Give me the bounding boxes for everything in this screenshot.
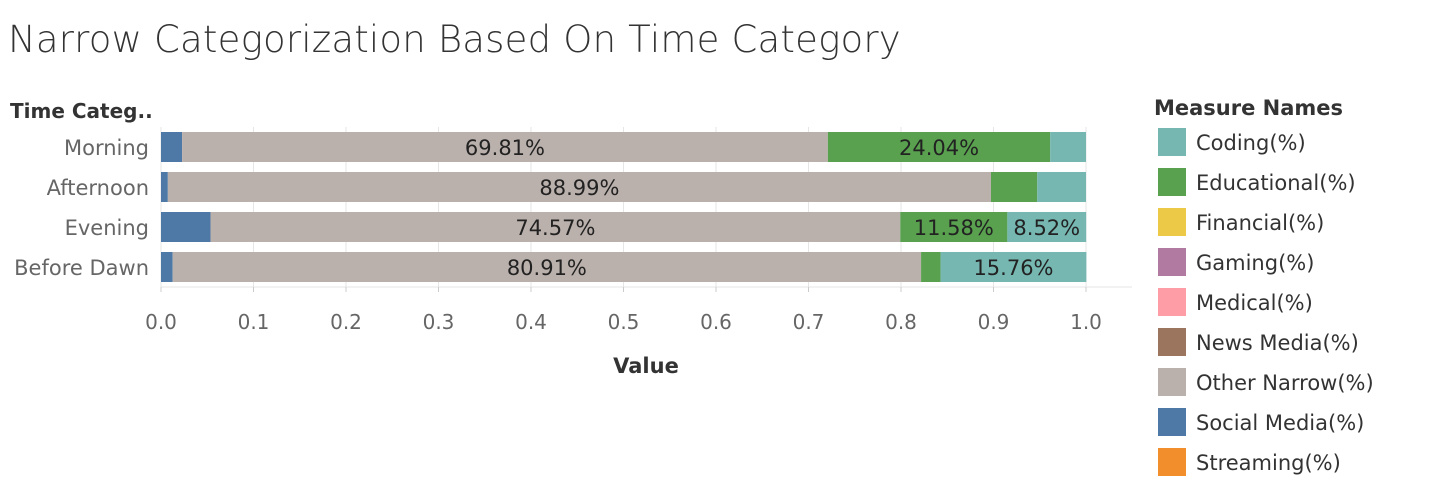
bar-segment xyxy=(167,172,992,202)
legend: Measure Names Coding(%) Educational(%) Fin… xyxy=(1154,96,1374,476)
category-label: Evening xyxy=(65,216,149,240)
data-label: 88.99% xyxy=(539,176,619,200)
x-tick-label: 0.9 xyxy=(978,310,1010,334)
bars: 69.81% 24.04% 88.99% 74.57% 11.58% 8.52% 80.91… xyxy=(161,132,1087,282)
legend-label: Streaming(%) xyxy=(1196,451,1341,475)
bar-segment xyxy=(921,252,941,282)
bar-segment xyxy=(161,172,168,202)
data-label: 24.04% xyxy=(899,136,979,160)
legend-swatch xyxy=(1158,208,1186,236)
x-tick-label: 0.0 xyxy=(145,310,177,334)
legend-swatch xyxy=(1158,328,1186,356)
data-label: 80.91% xyxy=(507,256,587,280)
bar-segment xyxy=(991,172,1038,202)
x-tick-label: 0.4 xyxy=(515,310,547,334)
legend-swatch xyxy=(1158,128,1186,156)
legend-label: Gaming(%) xyxy=(1196,251,1314,275)
data-label: 8.52% xyxy=(1013,216,1080,240)
category-labels: Morning Afternoon Evening Before Dawn xyxy=(14,136,149,280)
bar-segment xyxy=(1037,172,1086,202)
bar-segment xyxy=(210,212,901,242)
data-label: 15.76% xyxy=(973,256,1053,280)
x-tick-label: 0.7 xyxy=(793,310,825,334)
legend-swatch xyxy=(1158,168,1186,196)
chart-title: Narrow Categorization Based On Time Cate… xyxy=(8,18,901,61)
bar-segment xyxy=(827,132,1051,162)
legend-label: Medical(%) xyxy=(1196,291,1313,315)
x-tick-label: 1.0 xyxy=(1070,310,1102,334)
bar-segment xyxy=(161,252,173,282)
legend-swatch xyxy=(1158,368,1186,396)
legend-label: Social Media(%) xyxy=(1196,411,1364,435)
category-label: Before Dawn xyxy=(14,256,149,280)
x-axis-title: Value xyxy=(613,354,679,378)
data-label: 11.58% xyxy=(914,216,994,240)
data-label: 74.57% xyxy=(515,216,595,240)
legend-label: News Media(%) xyxy=(1196,331,1359,355)
data-label: 69.81% xyxy=(465,136,545,160)
x-tick-label: 0.5 xyxy=(608,310,640,334)
category-label: Morning xyxy=(64,136,149,160)
legend-label: Coding(%) xyxy=(1196,131,1306,155)
bar-segment xyxy=(1007,212,1087,242)
x-tick-label: 0.6 xyxy=(700,310,732,334)
x-tick-label: 0.8 xyxy=(885,310,917,334)
bar-segment xyxy=(161,212,211,242)
bar-segment xyxy=(940,252,1087,282)
x-axis: 0.0 0.1 0.2 0.3 0.4 0.5 0.6 0.7 0.8 0.9 1.0 xyxy=(145,287,1102,334)
legend-label: Educational(%) xyxy=(1196,171,1356,195)
bar-segment xyxy=(900,212,1008,242)
legend-swatch xyxy=(1158,448,1186,476)
x-tick-label: 0.3 xyxy=(423,310,455,334)
legend-title: Measure Names xyxy=(1154,96,1343,120)
x-tick-label: 0.2 xyxy=(330,310,362,334)
bar-segment xyxy=(182,132,828,162)
y-axis-header: Time Categ.. xyxy=(10,99,153,123)
legend-label: Other Narrow(%) xyxy=(1196,371,1374,395)
x-tick-label: 0.1 xyxy=(238,310,270,334)
legend-label: Financial(%) xyxy=(1196,211,1324,235)
legend-swatch xyxy=(1158,408,1186,436)
bar-segment xyxy=(172,252,922,282)
bar-segment xyxy=(161,132,183,162)
category-label: Afternoon xyxy=(47,176,149,200)
legend-swatch xyxy=(1158,248,1186,276)
bar-segment xyxy=(1050,132,1086,162)
legend-swatch xyxy=(1158,288,1186,316)
